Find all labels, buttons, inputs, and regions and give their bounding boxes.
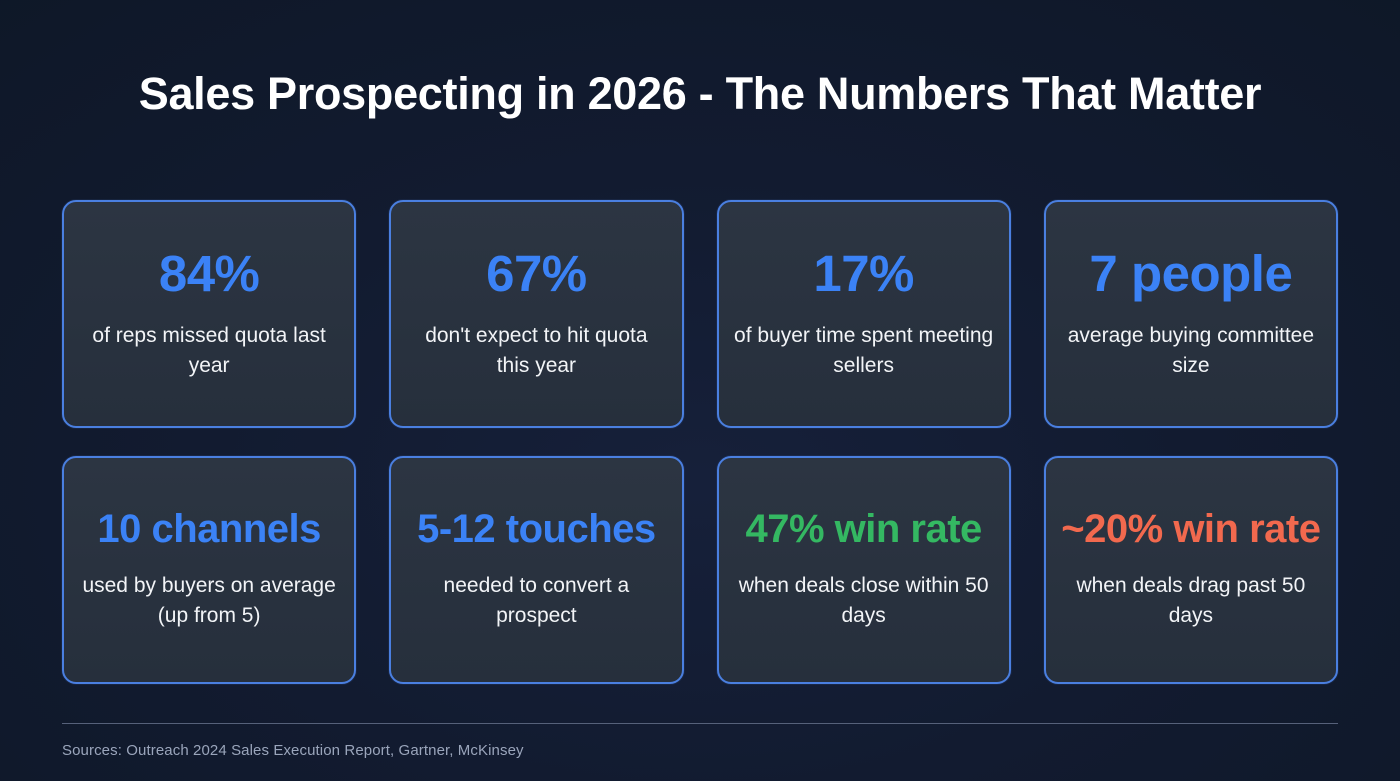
stat-card: ~20% win rate when deals drag past 50 da… bbox=[1043, 456, 1338, 684]
stat-card-grid: 84% of reps missed quota last year 67% d… bbox=[62, 200, 1338, 684]
stat-value: 10 channels bbox=[97, 507, 321, 551]
stat-card: 17% of buyer time spent meeting sellers bbox=[716, 200, 1011, 428]
sources-note: Sources: Outreach 2024 Sales Execution R… bbox=[62, 742, 524, 759]
stat-description: needed to convert a prospect bbox=[443, 574, 630, 627]
stat-card: 5-12 touches needed to convert a prospec… bbox=[389, 456, 684, 684]
stat-card: 67% don't expect to hit quota this year bbox=[389, 200, 684, 428]
stat-description: used by buyers on average (up from 5) bbox=[82, 574, 336, 627]
stat-description: of reps missed quota last year bbox=[92, 323, 326, 377]
stat-value: 17% bbox=[813, 244, 914, 302]
stat-card: 47% win rate when deals close within 50 … bbox=[716, 456, 1011, 684]
footer-divider bbox=[62, 723, 1338, 724]
stat-value: ~20% win rate bbox=[1061, 507, 1321, 551]
stat-value: 84% bbox=[158, 244, 260, 302]
stat-card: 7 people average buying committee size bbox=[1043, 200, 1338, 428]
stat-value: 67% bbox=[486, 244, 587, 302]
page-title: Sales Prospecting in 2026 - The Numbers … bbox=[138, 68, 1262, 119]
stat-card: 10 channels used by buyers on average (u… bbox=[62, 456, 357, 684]
stat-value: 47% win rate bbox=[745, 507, 982, 551]
stat-description: don't expect to hit quota this year bbox=[425, 323, 648, 377]
stat-description: of buyer time spent meeting sellers bbox=[734, 323, 994, 377]
stat-description: average buying committee size bbox=[1067, 323, 1315, 377]
stat-description: when deals drag past 50 days bbox=[1076, 574, 1306, 627]
stat-value: 7 people bbox=[1089, 244, 1293, 302]
stat-description: when deals close within 50 days bbox=[738, 574, 989, 627]
stat-card: 84% of reps missed quota last year bbox=[62, 200, 357, 428]
stat-value: 5-12 touches bbox=[417, 507, 656, 551]
